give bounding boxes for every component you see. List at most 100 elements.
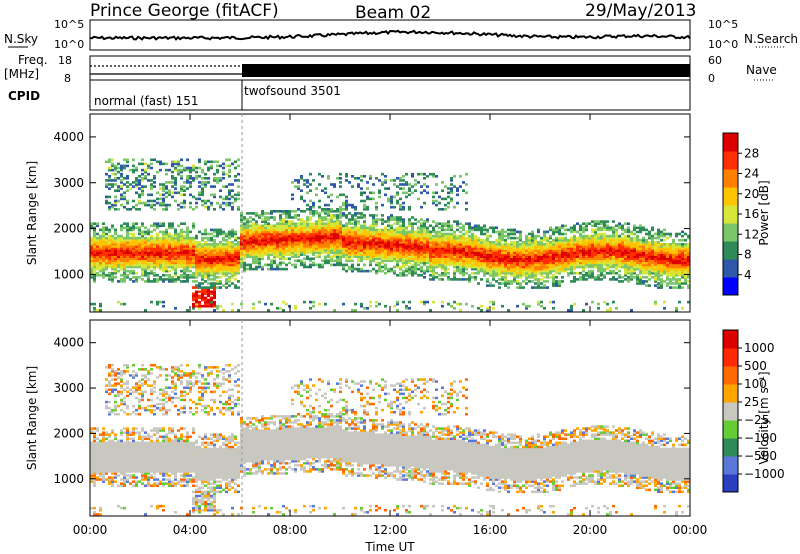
power-cell [324,216,327,219]
power-cell [390,201,393,205]
power-cell [93,307,96,310]
power-cell [621,276,624,279]
power-cell [447,205,450,209]
power-cell [468,241,471,244]
power-cell [447,271,450,275]
power-cell [411,253,414,256]
power-cell [384,304,387,308]
power-cell [597,278,600,281]
power-cell [492,269,495,273]
power-cell [579,236,582,240]
power-cell [426,265,429,269]
power-cell [468,247,471,250]
power-cell [582,261,585,265]
power-cell [207,238,210,242]
power-cell [354,267,357,271]
power-cell [102,274,105,277]
power-cell [501,263,504,267]
power-cell [576,238,579,242]
power-cell [396,255,399,258]
power-cell [573,236,576,240]
power-cell [282,300,285,304]
power-cell [411,245,414,248]
power-cell [549,271,552,275]
power-cell [513,263,516,267]
power-cell [609,241,612,244]
power-cell [591,251,594,254]
power-cell [612,228,615,232]
power-cell [273,247,276,250]
power-cell [246,255,249,258]
power-cell [444,267,447,271]
power-cell [342,230,345,234]
power-cell [327,214,330,217]
power-cell [168,274,171,277]
power-cell [618,243,621,246]
power-cell [207,181,210,184]
power-cell [402,257,405,261]
power-cell [513,228,516,232]
power-cell [519,251,522,254]
power-cell [477,267,480,271]
power-cell [381,259,384,263]
power-cell [474,276,477,279]
power-cell [477,243,480,246]
power-cell [489,249,492,252]
power-cell [195,201,198,205]
power-cell [312,263,315,267]
power-cell [117,259,120,263]
power-cell [207,263,210,267]
power-cell [138,175,141,178]
power-cell [261,247,264,250]
power-cell [240,243,243,246]
power-cell [333,232,336,236]
power-cell [465,245,468,248]
power-cell [390,269,393,273]
power-cell [468,226,471,230]
power-cell [444,265,447,269]
power-cell [339,257,342,261]
power-cell [570,261,573,265]
power-cell [504,269,507,273]
power-cell [267,234,270,238]
power-cell [204,304,207,308]
power-cell [339,230,342,234]
power-cell [189,175,192,178]
power-cell [603,267,606,271]
power-cell [234,257,237,261]
power-cell [204,249,207,252]
power-cell [378,241,381,244]
power-cell [435,247,438,250]
power-cell [591,274,594,277]
power-cell [558,269,561,273]
power-cell [444,224,447,228]
power-cell [342,253,345,256]
power-cell [504,243,507,246]
power-cell [192,298,195,302]
power-cell [120,263,123,267]
power-cell [126,274,129,277]
power-cell [306,230,309,234]
power-cell [183,241,186,244]
power-cell [243,255,246,258]
power-cell [372,191,375,195]
power-cell [447,263,450,267]
power-cell [207,245,210,248]
power-cell [588,265,591,269]
power-cell [519,255,522,258]
power-cell [93,269,96,273]
power-cell [315,234,318,238]
power-cell [198,265,201,269]
power-cell [237,243,240,246]
power-cell [426,234,429,238]
power-cell [345,228,348,232]
power-cell [246,212,249,215]
power-cell [390,253,393,256]
power-cell [285,232,288,236]
power-cell [216,168,219,172]
power-cell [141,255,144,258]
power-cell [321,175,324,178]
power-cell [96,274,99,277]
power-cell [420,222,423,225]
power-cell [441,236,444,240]
